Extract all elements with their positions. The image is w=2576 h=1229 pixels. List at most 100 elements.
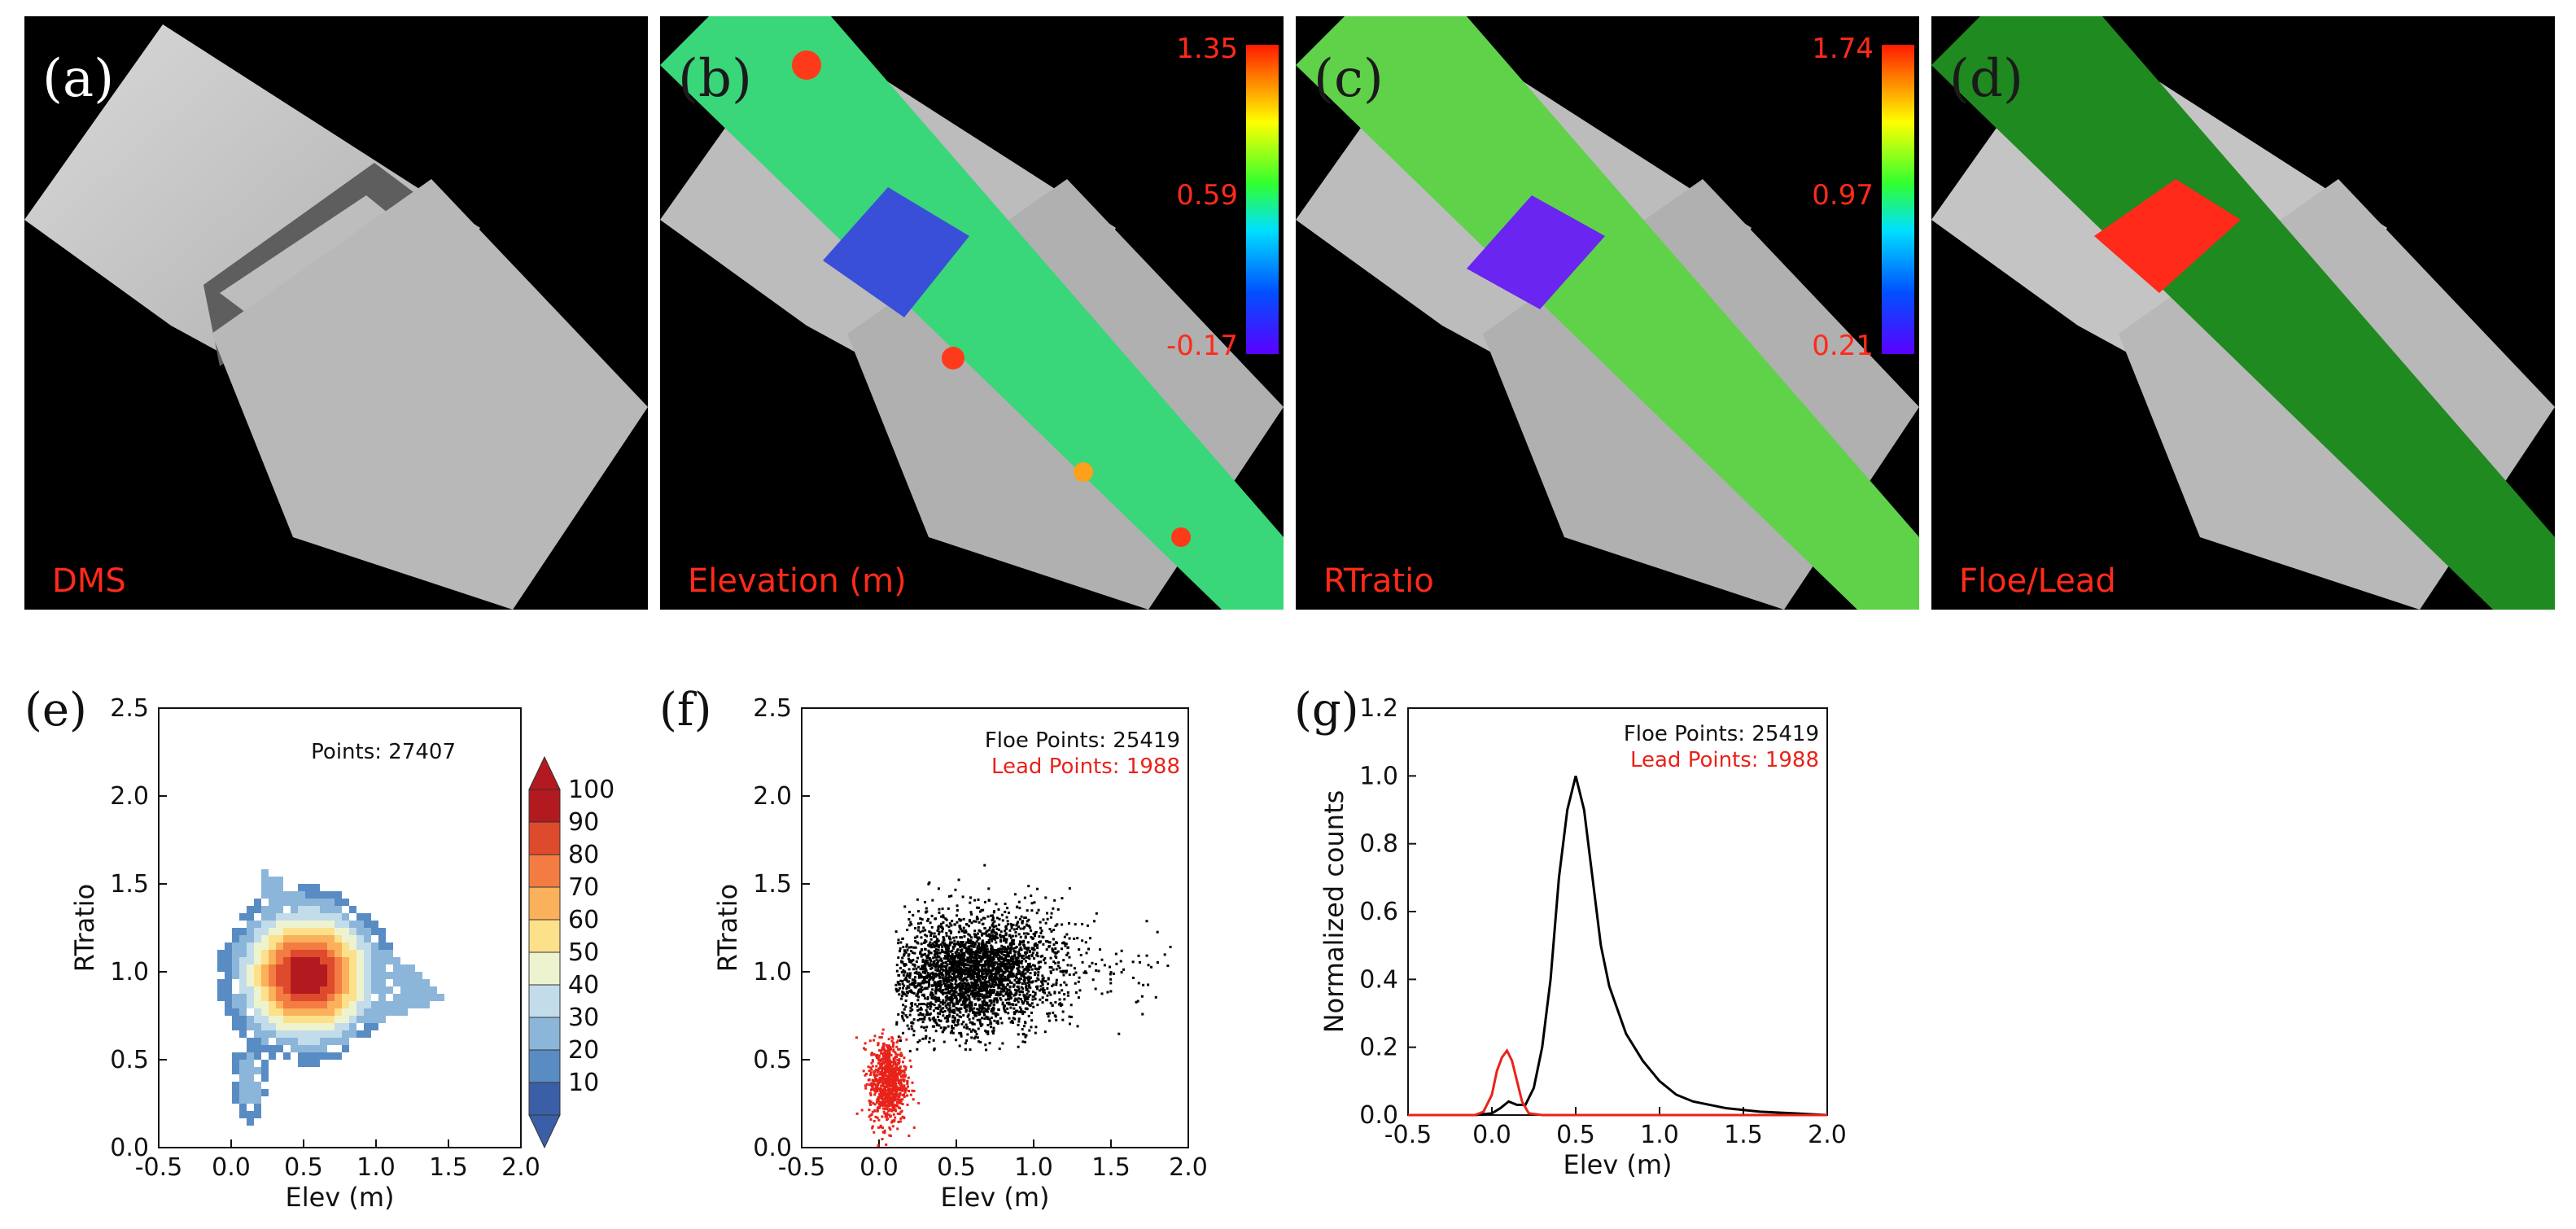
floe-point bbox=[978, 1021, 982, 1024]
floe-point bbox=[919, 950, 922, 953]
lead-point bbox=[879, 1103, 882, 1106]
floe-point bbox=[962, 959, 965, 962]
floe-point bbox=[1036, 985, 1039, 988]
floe-point bbox=[938, 951, 942, 955]
floe-point bbox=[952, 991, 956, 995]
floe-point bbox=[964, 997, 968, 1000]
floe-point bbox=[1030, 929, 1033, 932]
floe-point bbox=[1022, 974, 1026, 978]
floe-point bbox=[919, 917, 922, 921]
floe-point bbox=[1017, 985, 1020, 988]
heatmap-cell bbox=[232, 935, 239, 943]
floe-point bbox=[982, 947, 986, 950]
floe-point bbox=[944, 991, 947, 995]
floe-point bbox=[947, 944, 950, 947]
floe-point bbox=[920, 1003, 923, 1006]
floe-point bbox=[920, 943, 923, 946]
floe-point bbox=[1055, 983, 1058, 986]
floe-point bbox=[949, 942, 952, 945]
heatmap-cell bbox=[247, 906, 254, 913]
floe-point bbox=[1059, 983, 1062, 986]
heatmap-cell bbox=[276, 986, 283, 994]
lead-point bbox=[889, 1092, 892, 1096]
floe-point bbox=[952, 1021, 956, 1024]
heatmap-cell bbox=[305, 1045, 313, 1052]
floe-point bbox=[960, 950, 963, 953]
heatmap-cell bbox=[239, 1008, 247, 1016]
floe-point bbox=[910, 946, 913, 949]
floe-point bbox=[939, 957, 942, 960]
floe-point bbox=[1027, 954, 1030, 957]
floe-point bbox=[1000, 952, 1004, 956]
floe-point bbox=[998, 948, 1001, 951]
lead-point bbox=[903, 1056, 906, 1060]
floe-point bbox=[1017, 951, 1021, 954]
floe-point bbox=[924, 981, 927, 984]
lead-point bbox=[903, 1084, 906, 1087]
floe-point bbox=[1013, 960, 1017, 964]
floe-point bbox=[1025, 998, 1028, 1001]
floe-point bbox=[931, 1017, 934, 1021]
floe-point bbox=[938, 998, 941, 1001]
floe-point bbox=[999, 976, 1003, 979]
floe-point bbox=[1046, 917, 1049, 921]
floe-point bbox=[944, 960, 947, 964]
floe-point bbox=[938, 982, 942, 986]
floe-point bbox=[960, 1034, 963, 1038]
floe-point bbox=[986, 1007, 990, 1010]
floe-point bbox=[960, 941, 963, 944]
floe-point bbox=[955, 1039, 958, 1042]
floe-point bbox=[977, 1027, 980, 1030]
heatmap-cell bbox=[254, 964, 261, 972]
lead-point bbox=[894, 1065, 898, 1068]
floe-point bbox=[1008, 973, 1012, 976]
lead-point bbox=[873, 1093, 877, 1096]
floe-point bbox=[936, 964, 939, 967]
floe-point bbox=[1004, 978, 1008, 982]
lead-point bbox=[885, 1080, 888, 1083]
floe-point bbox=[977, 1008, 981, 1012]
lead-point bbox=[880, 1097, 883, 1100]
lead-point bbox=[886, 1117, 890, 1121]
floe-point bbox=[1030, 894, 1033, 898]
heatmap-cell bbox=[269, 1016, 276, 1023]
floe-point bbox=[1037, 968, 1040, 971]
floe-point bbox=[995, 931, 998, 934]
floe-point bbox=[947, 925, 951, 929]
floe-point bbox=[964, 988, 967, 991]
floe-point bbox=[970, 981, 973, 984]
lead-point bbox=[894, 1074, 897, 1077]
floe-point bbox=[1004, 964, 1007, 968]
lead-point bbox=[873, 1070, 876, 1074]
lead-point bbox=[892, 1096, 895, 1100]
lead-point bbox=[903, 1116, 906, 1119]
floe-point bbox=[985, 1015, 988, 1018]
floe-point bbox=[1011, 934, 1014, 938]
floe-point bbox=[951, 986, 954, 989]
floe-point bbox=[986, 959, 990, 962]
floe-point bbox=[1063, 969, 1066, 973]
floe-point bbox=[996, 957, 999, 960]
lead-point bbox=[903, 1088, 906, 1091]
heatmap-cell bbox=[313, 1038, 320, 1045]
floe-point bbox=[938, 925, 941, 928]
heatmap-cell bbox=[386, 950, 393, 957]
floe-point bbox=[929, 962, 932, 965]
floe-point bbox=[1036, 955, 1039, 958]
floe-point bbox=[1007, 923, 1010, 926]
floe-point bbox=[978, 910, 982, 913]
floe-point bbox=[947, 971, 951, 974]
floe-point bbox=[958, 1044, 961, 1047]
floe-point bbox=[912, 982, 915, 986]
floe-point bbox=[915, 994, 918, 997]
lead-point bbox=[879, 1070, 882, 1074]
floe-point bbox=[984, 989, 987, 992]
plot-frame bbox=[158, 707, 522, 1148]
lead-point bbox=[899, 1098, 902, 1101]
floe-point bbox=[930, 1003, 934, 1006]
rtratio-swath bbox=[1296, 16, 1919, 610]
floe-point bbox=[1030, 1002, 1034, 1005]
floe-point bbox=[917, 925, 921, 929]
floe-point bbox=[1055, 1018, 1058, 1021]
floe-point bbox=[1117, 1032, 1121, 1035]
